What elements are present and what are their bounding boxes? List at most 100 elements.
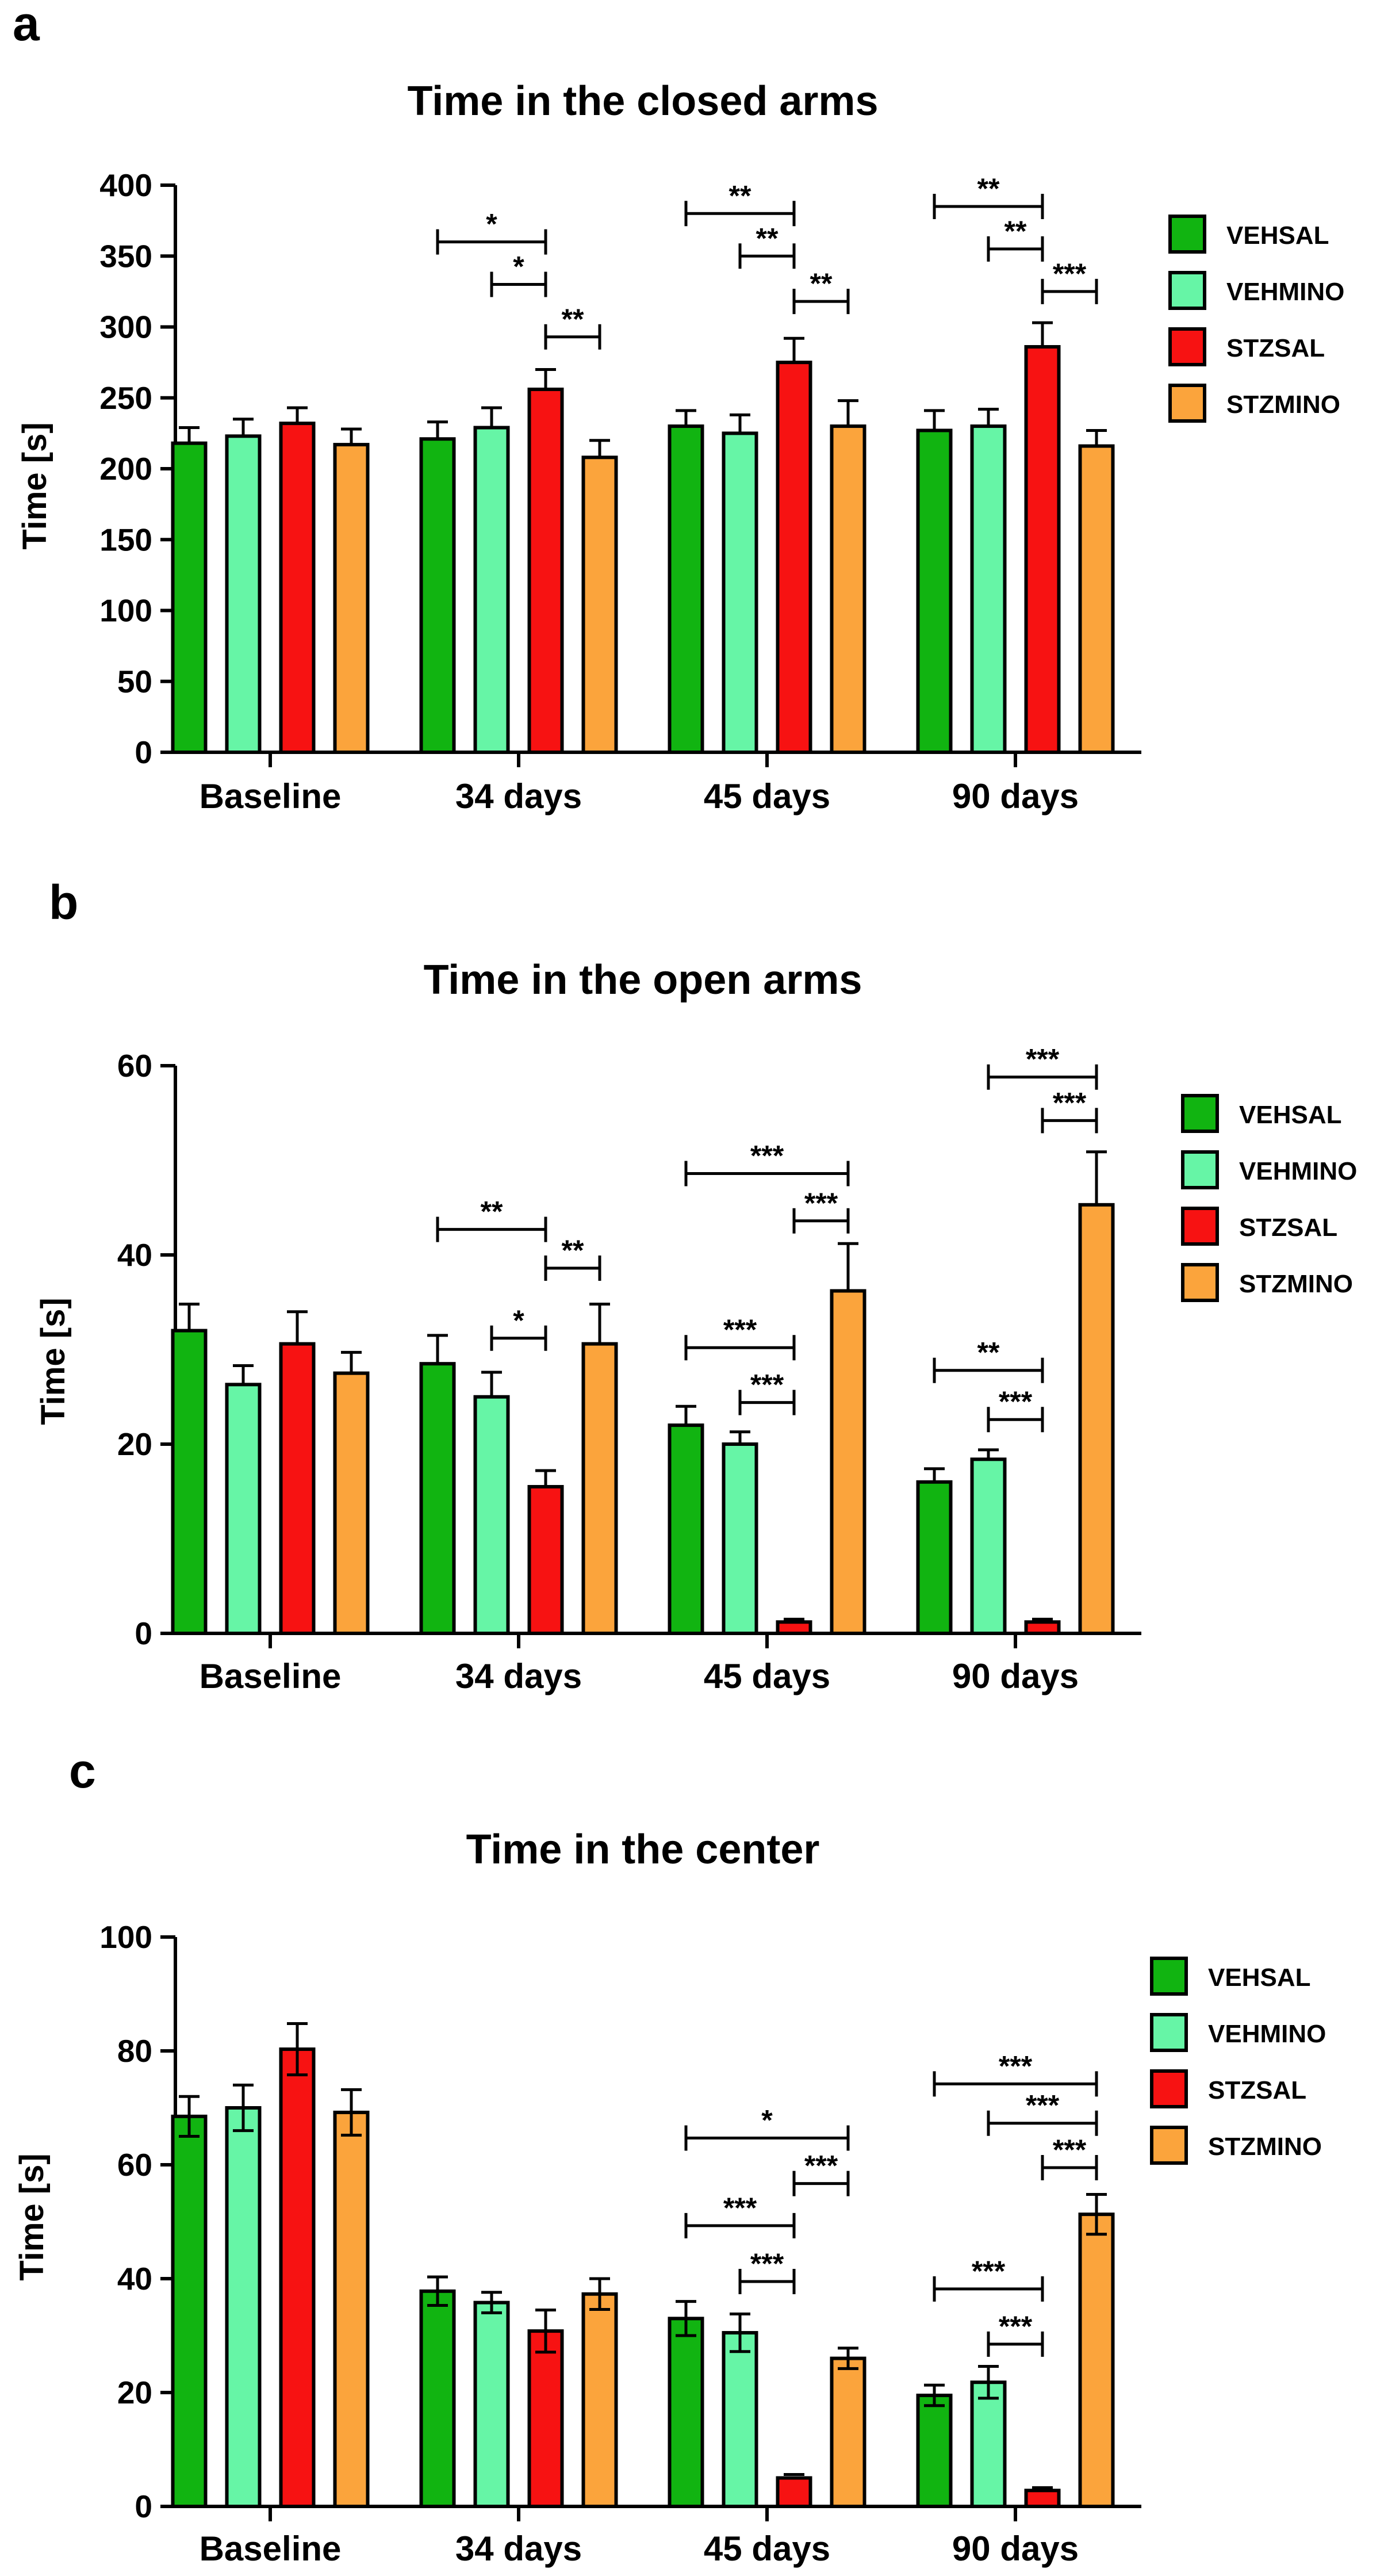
significance-label: * [761,2104,773,2136]
bar [1078,444,1115,754]
significance-label: * [513,1304,524,1337]
bar [776,1620,812,1636]
significance-label: ** [756,222,779,254]
chart-title-c: Time in the center [466,1827,820,1873]
legend-label: VEHMINO [1239,1157,1357,1185]
bar [581,456,618,754]
bar [473,2301,510,2509]
y-tick-label: 80 [117,2033,152,2069]
bar [776,361,812,754]
significance-label: ** [562,303,584,335]
significance-label: ** [1004,215,1027,247]
bar [970,1457,1007,1636]
y-tick-label: 0 [135,2489,152,2524]
significance-label: ** [810,267,833,300]
significance-label: *** [750,1369,784,1401]
bar [527,1485,564,1635]
bar [527,387,564,754]
bar [171,441,208,754]
y-tick-label: 400 [99,167,152,203]
x-category-label: Baseline [200,2529,342,2568]
legend-swatch [1168,327,1206,366]
bar [830,424,866,754]
legend-label: STZSAL [1208,2076,1306,2104]
bar [333,2110,370,2508]
significance-label: *** [723,2192,757,2224]
bar [1078,1203,1115,1635]
significance-label: *** [999,2050,1033,2082]
y-tick-label: 350 [99,238,152,274]
legend-swatch [1181,1094,1219,1133]
y-tick-label: 20 [117,1426,152,1462]
x-category-label: 90 days [952,777,1079,816]
bar [668,2317,704,2509]
bar [333,1371,370,1635]
y-tick-label: 60 [117,2147,152,2183]
x-category-label: 45 days [704,2529,830,2568]
significance-label: *** [1053,258,1087,290]
significance-label: *** [1053,1086,1087,1119]
significance-label: *** [972,2255,1006,2287]
significance-label: ** [977,1337,1000,1369]
panel-c: c Time in the center Time [s] 0 20 40 60 80 1… [13,1744,1326,2568]
bar [916,2393,953,2509]
chart-title-b: Time in the open arms [424,957,862,1003]
y-tick-label: 50 [117,664,152,699]
bar [776,2476,812,2508]
bar [581,2292,618,2508]
legend-swatch [1150,2126,1188,2165]
bar [419,1362,456,1636]
bar [722,431,758,754]
legend-label: STZMINO [1208,2133,1322,2161]
panel-letter-a: a [13,0,40,51]
bar [419,2289,456,2509]
legend-label: VEHSAL [1239,1101,1341,1129]
bar [668,424,704,754]
bar [830,1289,866,1635]
legend-swatch [1150,2013,1188,2052]
bar [473,1395,510,1635]
legend-swatch [1181,1263,1219,1302]
x-category-label: 34 days [455,1657,582,1695]
chart-title-a: Time in the closed arms [408,78,879,124]
y-tick-label: 60 [117,1048,152,1084]
significance-label: ** [977,173,1000,205]
bar [225,434,262,754]
legend-label: STZMINO [1226,391,1340,419]
bar [581,1342,618,1635]
y-tick-label: 150 [99,522,152,557]
y-tick-label: 40 [117,1237,152,1273]
significance-label: ** [729,179,751,212]
bar [225,2106,262,2508]
legend-swatch [1168,271,1206,310]
legend-label: VEHSAL [1226,221,1329,250]
legend-label: VEHSAL [1208,1963,1310,1992]
significance-label: *** [999,1385,1033,1418]
legend-swatch [1168,215,1206,254]
bar [279,1342,316,1635]
bar [473,426,510,754]
bar [722,1442,758,1635]
significance-label: *** [1053,2134,1087,2166]
x-category-label: 45 days [704,777,830,816]
bar [830,2356,866,2509]
significance-label: *** [1026,1043,1060,1075]
bar [970,2380,1007,2509]
significance-label: * [513,251,524,283]
y-tick-label: 100 [99,593,152,629]
bar [916,428,953,754]
y-tick-label: 250 [99,380,152,416]
bar [722,2331,758,2509]
bar [1024,1620,1061,1636]
x-category-label: 90 days [952,1657,1079,1695]
y-tick-label: 200 [99,451,152,487]
significance-label: *** [750,1140,784,1172]
bar [419,437,456,754]
bar [668,1423,704,1636]
bar [279,422,316,754]
x-category-label: 34 days [455,777,582,816]
significance-label: * [486,208,497,240]
significance-label: ** [481,1196,503,1228]
bar [225,1383,262,1635]
